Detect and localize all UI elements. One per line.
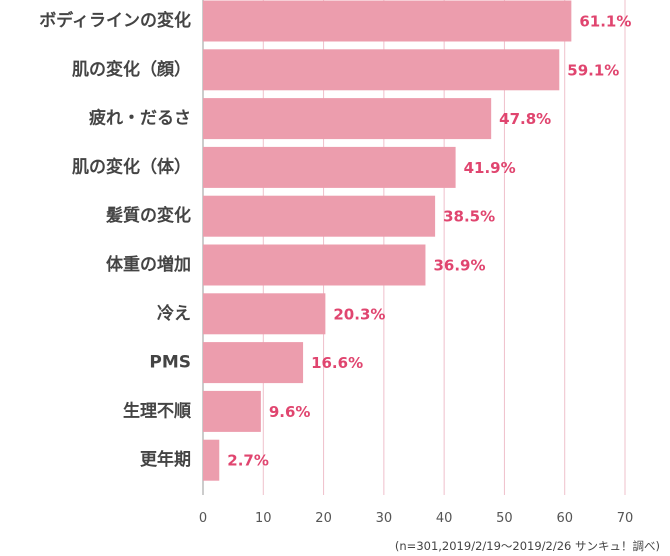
value-label: 16.6% — [311, 354, 363, 372]
bar — [203, 195, 436, 237]
category-label: PMS — [149, 353, 191, 373]
category-label: 髪質の変化 — [105, 205, 191, 226]
value-labels: 61.1% 59.1% 47.8% 41.9% 38.5% 36.9% 20.3% 16.6%… — [227, 13, 631, 470]
value-label: 47.8% — [499, 110, 551, 128]
bar — [203, 98, 492, 140]
x-tick-label: 30 — [376, 511, 393, 526]
value-label: 36.9% — [433, 257, 485, 275]
x-tick-label: 70 — [617, 511, 634, 526]
category-label: 肌の変化（体） — [72, 156, 191, 177]
category-label: 更年期 — [140, 449, 191, 470]
bar — [203, 293, 326, 335]
value-label: 20.3% — [333, 305, 385, 323]
bar — [203, 439, 220, 481]
x-tick-label: 10 — [255, 511, 272, 526]
x-tick-label: 60 — [556, 511, 573, 526]
value-label: 41.9% — [464, 159, 516, 177]
x-tick-label: 50 — [496, 511, 513, 526]
x-tick-label: 0 — [199, 511, 207, 526]
bar — [203, 390, 261, 432]
value-label: 59.1% — [567, 61, 619, 79]
value-label: 38.5% — [443, 208, 495, 226]
value-label: 2.7% — [227, 452, 269, 470]
bar — [203, 0, 572, 42]
survey-note: (n=301,2019/2/19～2019/2/26 サンキュ！調べ) — [394, 539, 660, 553]
category-label: 体重の増加 — [106, 254, 191, 275]
x-tick-label: 20 — [315, 511, 332, 526]
x-tick-label: 40 — [436, 511, 453, 526]
bars — [203, 0, 572, 481]
bar — [203, 342, 304, 384]
category-label: ボディラインの変化 — [39, 10, 191, 31]
bar — [203, 244, 426, 286]
category-label: 肌の変化（顔） — [72, 59, 191, 80]
category-label: 冷え — [157, 303, 191, 324]
category-label: 疲れ・だるさ — [89, 108, 191, 129]
bar — [203, 49, 560, 91]
category-label: 生理不順 — [123, 400, 192, 421]
value-label: 9.6% — [269, 403, 311, 421]
x-tick-labels: 0 10 20 30 40 50 60 70 — [199, 511, 633, 526]
value-label: 61.1% — [579, 13, 631, 31]
bar — [203, 146, 456, 188]
